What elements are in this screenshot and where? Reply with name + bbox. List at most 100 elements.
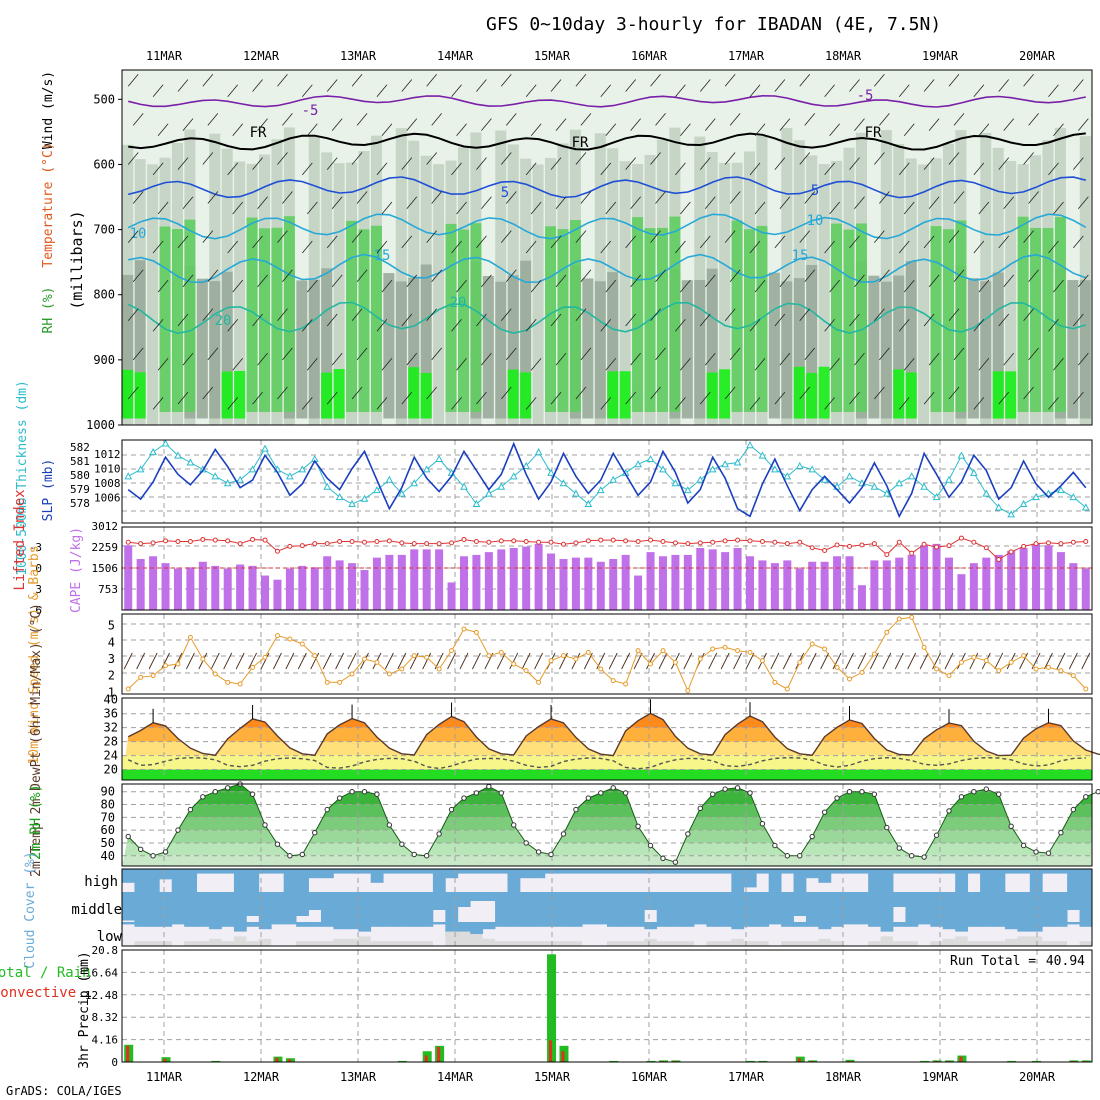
cloud-middle-bar (706, 892, 720, 922)
rh2m-point (125, 833, 131, 840)
lifted-index-point (822, 548, 828, 554)
wind-barb (804, 191, 816, 204)
rh-cell (171, 228, 183, 412)
precip-tick-label: 8.32 (92, 1011, 119, 1024)
cloud-low-gap (1042, 941, 1055, 946)
wind-barb (456, 358, 467, 371)
thickness-point (1081, 503, 1090, 511)
cloud-low-bar (980, 922, 993, 927)
wind-speed-point (212, 671, 218, 677)
wind-speed-point (498, 649, 504, 655)
wind-barb (729, 269, 741, 282)
isotherm--5 (128, 94, 1086, 108)
date-label-top: 14MAR (437, 49, 474, 63)
thickness-point (261, 444, 269, 452)
wind-barb (451, 240, 462, 254)
cape-bar (683, 554, 692, 610)
rh2m-point (983, 786, 989, 792)
cape-bar (211, 565, 220, 610)
lifted-index-point (523, 539, 529, 545)
slp-tick-label: 1010 (94, 463, 121, 476)
lifted-index-point (573, 540, 579, 546)
cloud-low-bar (544, 922, 558, 927)
wind-barb (132, 113, 144, 126)
wind-barb-10m (223, 652, 233, 670)
wind-barb (655, 269, 666, 282)
wind-barb (525, 397, 537, 410)
date-label-bottom: 13MAR (340, 1070, 377, 1084)
rh-cell (308, 279, 320, 419)
lifted-index-point (896, 539, 902, 545)
thickness-point (435, 454, 443, 463)
rh2m-point (411, 851, 417, 858)
rh2m-point (647, 842, 654, 849)
thickness-point (174, 451, 182, 459)
wind-barb (1078, 196, 1089, 209)
wind-barb (600, 162, 612, 176)
wind-speed-point (660, 648, 666, 654)
rh2m-point (274, 841, 281, 847)
thickness-point (1019, 499, 1028, 507)
cape-bar (459, 556, 468, 610)
wind-barb (476, 313, 487, 327)
cloud-middle-bar (582, 892, 595, 922)
cloud-low-bar (631, 922, 645, 927)
cape-bar (808, 561, 817, 610)
wind-barb (331, 196, 343, 209)
thickness-tick-label: 579 (70, 483, 90, 496)
cloud-high-bar (607, 869, 620, 874)
wind-barb (898, 162, 910, 176)
cloud-middle-bar (432, 892, 446, 910)
thickness-point (970, 468, 978, 476)
rh-cell (321, 268, 333, 419)
cloud-middle-bar (942, 892, 956, 922)
rh-tick-label: 80 (101, 798, 115, 812)
cloud-low-bar (345, 922, 359, 930)
wind-speed-point (598, 666, 604, 672)
wind-barb-10m (484, 652, 494, 670)
wind-speed-point (859, 669, 865, 675)
wind-barb (376, 84, 388, 97)
wind-barb (973, 162, 985, 176)
wind-barb (406, 118, 418, 131)
wind-barb (1003, 352, 1015, 366)
cloud-middle-bar (743, 892, 757, 922)
rh-cell (1054, 216, 1066, 412)
rh-cell (768, 272, 780, 419)
rh-cell (134, 372, 146, 419)
thickness-point (1007, 510, 1016, 518)
wind-speed-point (921, 644, 927, 650)
wind-barb (824, 318, 835, 332)
wind-barb (1073, 235, 1084, 249)
cloud-low-bar (905, 922, 919, 927)
rh2m-point (697, 805, 703, 812)
precip-convective-bar (424, 1055, 428, 1062)
wind-speed-point (772, 679, 778, 685)
thickness-point (1057, 486, 1065, 494)
lifted-index-point (511, 538, 517, 544)
rh2m-point (573, 806, 579, 813)
rh-cell (818, 164, 830, 426)
cloud-low-bar (258, 922, 272, 930)
cloud-low-gap (781, 941, 794, 946)
wind-barb (874, 74, 885, 87)
wind-barb (799, 386, 811, 400)
wind-barb (625, 313, 636, 327)
wind-barb-10m (745, 652, 755, 670)
wind-speed-point (150, 673, 156, 679)
rh-cell (234, 371, 246, 419)
slp-axis-label: SLP (mb) (41, 459, 56, 522)
wind-speed-point (735, 648, 741, 654)
cloud-high-bar (296, 869, 309, 892)
rh2m-point (1033, 849, 1039, 855)
cape-bar (658, 556, 667, 610)
rh-cell (706, 372, 718, 419)
wind-barb (655, 113, 666, 126)
cloud-low-gap (942, 938, 956, 946)
rh-cell (955, 220, 967, 412)
wind-barb (804, 113, 816, 126)
cape-bar (907, 554, 916, 610)
cloud-middle-bar (955, 892, 969, 922)
rh-tick-label: 50 (101, 836, 115, 850)
rh2m-point (946, 808, 952, 814)
